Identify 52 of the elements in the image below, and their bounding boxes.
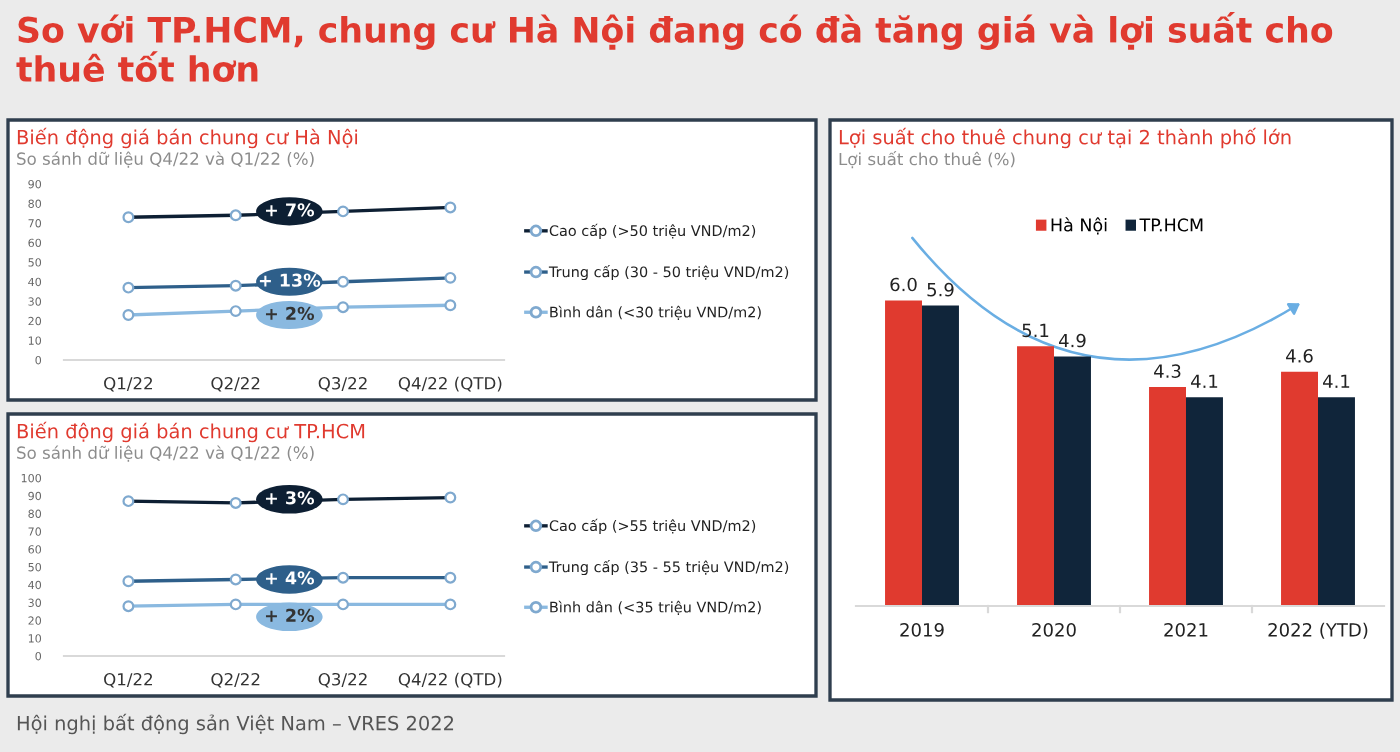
data-label: 4.1 bbox=[1323, 374, 1350, 388]
x-tick-label: Q1/22 bbox=[104, 672, 152, 688]
legend-label: TP.HCM bbox=[1139, 218, 1203, 232]
x-tick-label: Q3/22 bbox=[318, 672, 367, 688]
bar bbox=[922, 305, 959, 606]
chart-subtitle: Lợi suất cho thuê (%) bbox=[839, 151, 1015, 169]
annotation: + 7% bbox=[265, 203, 315, 217]
x-tick-label: Q3/22 bbox=[318, 376, 367, 392]
data-label: 6.0 bbox=[890, 277, 917, 292]
x-tick-label: 2022 (YTD) bbox=[1268, 622, 1368, 639]
annotation: + 4% bbox=[265, 571, 315, 585]
point bbox=[444, 598, 457, 611]
annotation: + 3% bbox=[265, 491, 315, 505]
x-tick-label: Q4/22 (QTD) bbox=[398, 672, 502, 688]
chart-subtitle: So sánh dữ liệu Q4/22 và Q1/22 (%) bbox=[17, 445, 314, 462]
x-tick-label: 2019 bbox=[900, 622, 944, 637]
x-tick-label: 2021 bbox=[1164, 622, 1208, 637]
bar bbox=[1054, 356, 1091, 606]
point bbox=[122, 309, 135, 321]
bar bbox=[1318, 397, 1355, 606]
bar bbox=[885, 300, 922, 606]
data-label: 4.3 bbox=[1154, 364, 1181, 378]
annotation: + 2% bbox=[265, 608, 315, 622]
annotation: + 2% bbox=[265, 306, 315, 321]
point bbox=[337, 598, 349, 611]
data-label: 5.1 bbox=[1022, 323, 1049, 338]
point bbox=[229, 305, 242, 318]
data-label: 4.6 bbox=[1286, 349, 1313, 363]
bar bbox=[1017, 346, 1054, 606]
data-label: 4.9 bbox=[1059, 333, 1086, 348]
chart-title: Biến động giá bán chung cư TP.HCM bbox=[17, 421, 365, 443]
legend-label: Hà Nội bbox=[1051, 217, 1107, 235]
point bbox=[337, 301, 349, 314]
chart-title: Biến động giá bán chung cư Hà Nội bbox=[17, 127, 358, 149]
x-tick-label: 2020 bbox=[1032, 622, 1076, 637]
x-tick-label: Q2/22 bbox=[211, 672, 260, 688]
point bbox=[229, 598, 242, 611]
text: Hội nghị bất động sản Việt Nam – VRES 2022 bbox=[17, 713, 454, 735]
annotation: + 13% bbox=[259, 273, 321, 287]
point bbox=[444, 299, 457, 312]
data-label: 4.1 bbox=[1191, 374, 1218, 388]
point bbox=[122, 600, 135, 613]
x-tick-label: Q4/22 (QTD) bbox=[398, 376, 502, 392]
data-label: 5.9 bbox=[927, 282, 954, 297]
x-tick-label: Q1/22 bbox=[104, 376, 152, 392]
x-tick-label: Q2/22 bbox=[211, 376, 260, 392]
chart-subtitle: So sánh dữ liệu Q4/22 và Q1/22 (%) bbox=[17, 151, 314, 168]
chart-title: Lợi suất cho thuê chung cư tại 2 thành phố lớn bbox=[839, 127, 1291, 149]
bar bbox=[1281, 371, 1318, 606]
bar bbox=[1186, 397, 1223, 606]
text: So với TP.HCM, chung cư Hà Nội đang có đà tăng giá và lợi suất cho thuê tốt hơn bbox=[16, 12, 1333, 83]
bar bbox=[1149, 386, 1186, 606]
